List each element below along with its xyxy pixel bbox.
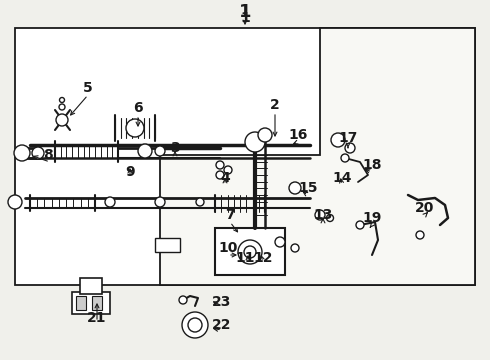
Text: 17: 17 xyxy=(338,131,358,145)
Text: 22: 22 xyxy=(212,318,232,332)
Circle shape xyxy=(182,312,208,338)
Circle shape xyxy=(8,195,22,209)
Text: 13: 13 xyxy=(313,208,333,222)
Circle shape xyxy=(216,171,224,179)
Circle shape xyxy=(138,144,152,158)
Text: 16: 16 xyxy=(288,128,308,142)
Circle shape xyxy=(345,143,355,153)
Text: 10: 10 xyxy=(219,241,238,255)
Text: 9: 9 xyxy=(125,165,135,179)
Text: 18: 18 xyxy=(362,158,382,172)
Bar xyxy=(215,228,285,275)
Bar xyxy=(80,278,102,294)
Circle shape xyxy=(356,221,364,229)
Circle shape xyxy=(275,237,285,247)
Text: 20: 20 xyxy=(416,201,435,215)
Text: 3: 3 xyxy=(170,141,180,155)
Circle shape xyxy=(155,197,165,207)
Bar xyxy=(155,238,180,252)
Circle shape xyxy=(14,145,30,161)
Circle shape xyxy=(155,146,165,156)
Text: 7: 7 xyxy=(225,208,235,222)
Circle shape xyxy=(105,197,115,207)
Bar xyxy=(76,296,86,310)
Text: 19: 19 xyxy=(362,211,382,225)
Circle shape xyxy=(244,246,256,258)
Text: 15: 15 xyxy=(298,181,318,195)
Circle shape xyxy=(416,231,424,239)
Circle shape xyxy=(216,161,224,169)
Text: 1: 1 xyxy=(239,3,251,21)
Polygon shape xyxy=(160,28,475,285)
Circle shape xyxy=(289,182,301,194)
Text: 4: 4 xyxy=(220,171,230,185)
Circle shape xyxy=(32,147,44,159)
Circle shape xyxy=(126,119,144,137)
Circle shape xyxy=(59,98,65,103)
Bar xyxy=(15,28,475,285)
Circle shape xyxy=(196,198,204,206)
Circle shape xyxy=(59,104,65,110)
Text: 21: 21 xyxy=(87,311,107,325)
Bar xyxy=(92,296,102,310)
Circle shape xyxy=(224,166,232,174)
Text: 12: 12 xyxy=(253,251,273,265)
Circle shape xyxy=(179,296,187,304)
Text: 5: 5 xyxy=(83,81,93,95)
Text: 1: 1 xyxy=(240,11,250,25)
Text: 23: 23 xyxy=(212,295,232,309)
Text: 11: 11 xyxy=(235,251,255,265)
Circle shape xyxy=(238,240,262,264)
Circle shape xyxy=(326,215,334,221)
Circle shape xyxy=(341,154,349,162)
Circle shape xyxy=(188,318,202,332)
Circle shape xyxy=(291,244,299,252)
Text: 2: 2 xyxy=(270,98,280,112)
Circle shape xyxy=(56,114,68,126)
Bar xyxy=(72,292,110,314)
Circle shape xyxy=(245,132,265,152)
Text: 14: 14 xyxy=(332,171,352,185)
Circle shape xyxy=(258,128,272,142)
Circle shape xyxy=(315,210,325,220)
Circle shape xyxy=(331,133,345,147)
Text: 6: 6 xyxy=(133,101,143,115)
Text: 8: 8 xyxy=(43,148,53,162)
